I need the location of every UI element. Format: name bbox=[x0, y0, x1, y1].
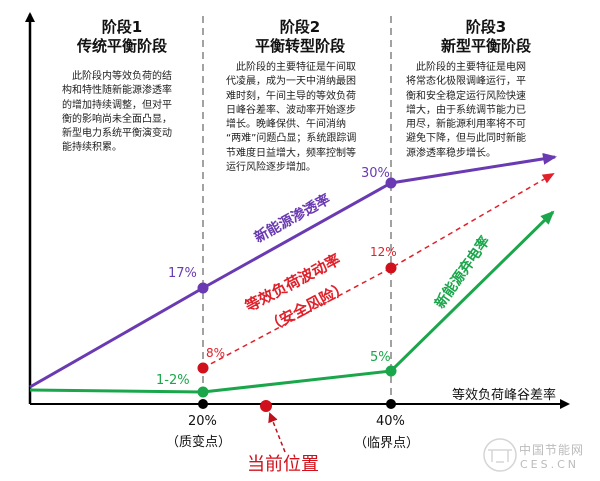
x-tick-label-40: 40% bbox=[376, 414, 405, 429]
volatility-point-40 bbox=[385, 262, 397, 274]
penetration-line bbox=[29, 152, 557, 389]
volatility-label-8: 8% bbox=[206, 346, 226, 360]
watermark-en: CES.CN bbox=[520, 458, 580, 471]
penetration-point-20 bbox=[197, 282, 209, 294]
stage-2-title: 阶段2 平衡转型阶段 bbox=[254, 18, 346, 55]
penetration-point-40 bbox=[385, 177, 397, 189]
stage-1-title: 阶段1 传统平衡阶段 bbox=[76, 18, 168, 55]
x-tick-note-20: （质变点） bbox=[166, 435, 232, 450]
current-position-point bbox=[260, 400, 272, 412]
current-position-arrow bbox=[268, 412, 286, 453]
curtailment-point-40 bbox=[385, 365, 397, 377]
penetration-label-30: 30% bbox=[361, 166, 390, 181]
watermark-logo bbox=[483, 438, 517, 472]
volatility-label-12: 12% bbox=[370, 245, 397, 259]
stage-1-description: 此阶段内等效负荷的结 构和特性随新能源渗透率 的增加持续调整，但对平 衡的影响尚未全面… bbox=[62, 71, 172, 154]
x-axis-label: 等效负荷峰谷差率 bbox=[452, 388, 557, 403]
volatility-line bbox=[202, 172, 555, 369]
stage-3-title: 阶段3 新型平衡阶段 bbox=[440, 18, 532, 55]
x-tick-40 bbox=[386, 399, 396, 409]
x-tick-label-20: 20% bbox=[188, 414, 217, 429]
stage-3-description: 此阶段的主要特征是电网 将常态化极限调峰运行，平 衡和安全稳定运行风险快速 增大，由于… bbox=[406, 62, 526, 159]
watermark-cn: 中国节能网 bbox=[519, 443, 585, 457]
x-tick-note-40: （临界点） bbox=[354, 436, 420, 451]
curtailment-label-1-2: 1-2% bbox=[156, 373, 190, 388]
x-tick-20 bbox=[198, 399, 208, 409]
penetration-label-17: 17% bbox=[168, 266, 197, 281]
curtailment-point-20 bbox=[197, 386, 209, 398]
volatility-point-20 bbox=[197, 362, 209, 374]
stage-2-description: 此阶段的主要特征是午间取 代凌晨，成为一天中消纳最困 难时刻，午间主导的等效负荷 日峰… bbox=[226, 62, 357, 174]
curtailment-line bbox=[29, 210, 555, 394]
curtailment-label-5: 5% bbox=[370, 350, 391, 365]
current-position-label: 当前位置 bbox=[247, 454, 319, 475]
